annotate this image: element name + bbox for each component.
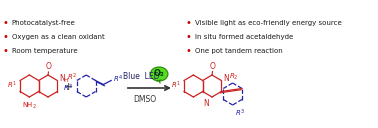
Text: Room temperature: Room temperature (12, 48, 77, 54)
Text: H: H (63, 77, 68, 83)
Text: $R^2$: $R^2$ (67, 72, 77, 83)
Text: N: N (223, 74, 229, 83)
Text: $R^3$: $R^3$ (235, 108, 245, 119)
Text: N: N (59, 74, 65, 83)
Text: $R^1$: $R^1$ (7, 79, 17, 91)
Text: O₂: O₂ (154, 69, 164, 78)
Text: Oxygen as a clean oxidant: Oxygen as a clean oxidant (12, 34, 104, 40)
Ellipse shape (150, 67, 168, 81)
Text: •: • (3, 46, 9, 56)
Text: O: O (209, 62, 215, 71)
Text: •: • (3, 18, 9, 28)
Text: •: • (3, 32, 9, 42)
Text: •: • (186, 46, 192, 56)
Text: DMSO: DMSO (133, 95, 156, 104)
Text: $R^3$: $R^3$ (64, 82, 73, 94)
Text: Blue  LED: Blue LED (123, 72, 160, 81)
Text: NH$_2$: NH$_2$ (22, 101, 37, 111)
Text: In situ formed acetaldehyde: In situ formed acetaldehyde (195, 34, 293, 40)
Text: Visible light as eco-friendly energy source: Visible light as eco-friendly energy sou… (195, 20, 342, 26)
Text: $R^4$: $R^4$ (113, 74, 123, 85)
Text: +: + (64, 82, 73, 92)
Text: $R_2$: $R_2$ (229, 71, 239, 82)
Text: •: • (186, 32, 192, 42)
Text: Photocatalyst-free: Photocatalyst-free (12, 20, 76, 26)
Text: O: O (46, 62, 51, 71)
Text: N: N (203, 99, 209, 108)
Text: $R^1$: $R^1$ (171, 79, 181, 91)
Text: •: • (186, 18, 192, 28)
Text: One pot tandem reaction: One pot tandem reaction (195, 48, 282, 54)
